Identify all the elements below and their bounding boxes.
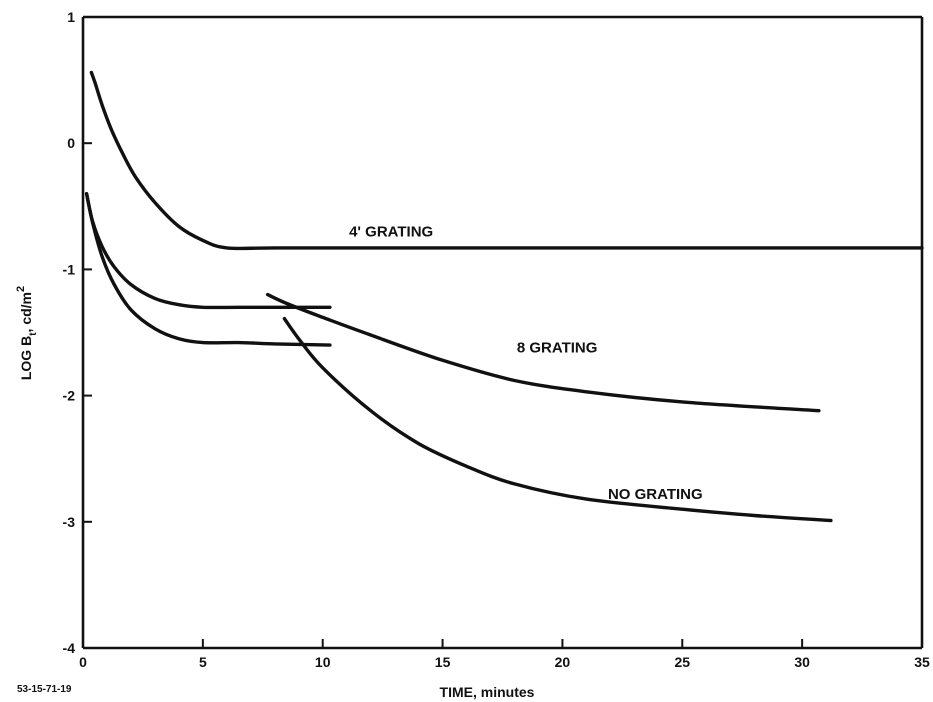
x-tick-label: 25 <box>674 654 690 670</box>
x-tick-label: 10 <box>315 654 331 670</box>
y-tick-label: -1 <box>63 261 76 277</box>
x-tick-label: 5 <box>199 654 207 670</box>
series-line-no-grating-segment-2 <box>282 316 833 523</box>
y-axis-title-subscript: t <box>28 332 39 336</box>
x-axis-title: TIME, minutes <box>440 684 535 700</box>
x-tick-label: 15 <box>435 654 451 670</box>
x-tick-label: 30 <box>794 654 810 670</box>
y-axis-title: LOG Bt, cd/m2 <box>15 286 39 380</box>
x-tick-label: 20 <box>555 654 571 670</box>
series-label-8-grating: 8 GRATING <box>517 340 598 357</box>
series-line-no-grating-segment-1 <box>84 192 332 347</box>
series-line-8-grating-segment-1 <box>84 192 332 310</box>
y-tick-label: -4 <box>63 640 76 656</box>
x-tick-label: 0 <box>79 654 87 670</box>
y-tick-label: -3 <box>63 514 76 530</box>
curves <box>84 70 924 523</box>
figure-id: 53-15-71-19 <box>17 684 72 695</box>
series-line-4-grating <box>89 70 924 251</box>
y-axis-title-superscript: 2 <box>15 286 27 292</box>
series-label-no-grating: NO GRATING <box>608 486 703 503</box>
y-axis-title-main: LOG B <box>18 336 34 380</box>
y-tick-label: 1 <box>67 9 75 25</box>
series-label-4-grating: 4' GRATING <box>349 224 433 241</box>
series-line-8-grating-segment-2 <box>265 292 821 413</box>
y-tick-label: -2 <box>63 388 76 404</box>
plot-frame <box>81 15 924 650</box>
y-tick-label: 0 <box>67 135 75 151</box>
y-axis-title-unit: , cd/m <box>18 292 34 332</box>
series-labels: 4' GRATING 8 GRATING NO GRATING <box>349 224 703 503</box>
x-tick-label: 35 <box>914 654 930 670</box>
